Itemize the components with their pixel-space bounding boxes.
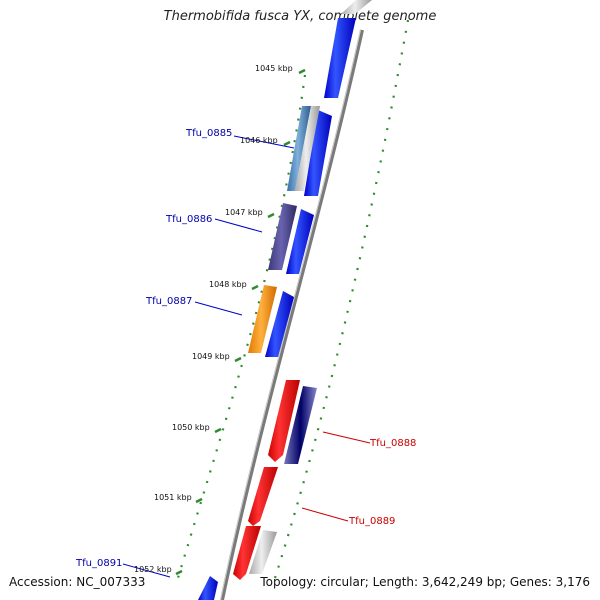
feature-orange-tfu0887 xyxy=(248,285,277,353)
genome-backbone xyxy=(220,29,364,600)
gene-label-tfu0888[interactable]: Tfu_0888 xyxy=(369,438,416,449)
gene-forward-tfu0886[interactable] xyxy=(286,209,314,274)
leader-tfu0885 xyxy=(233,135,295,149)
gene-label-tfu0887[interactable]: Tfu_0887 xyxy=(145,296,192,307)
tick-mark xyxy=(298,68,306,75)
gene-forward-tfu0887[interactable] xyxy=(265,291,294,357)
tick-mark xyxy=(195,497,203,504)
gene-reverse-tfu0888[interactable] xyxy=(268,380,300,462)
topology-text: Topology: circular; Length: 3,642,249 bp… xyxy=(260,575,590,589)
gene-label-tfu0891[interactable]: Tfu_0891 xyxy=(75,558,122,569)
tick-mark xyxy=(283,140,291,147)
leader-tfu0888 xyxy=(322,431,371,444)
gene-forward-tfu0891[interactable] xyxy=(198,576,218,600)
gene-label-tfu0885[interactable]: Tfu_0885 xyxy=(185,128,232,139)
feature-gray-1052 xyxy=(249,530,277,574)
tick-mark xyxy=(234,356,242,363)
coordinate-ticks xyxy=(175,68,306,576)
gene-label-tfu0889[interactable]: Tfu_0889 xyxy=(348,516,395,527)
leader-tfu0887 xyxy=(194,301,243,316)
tick-label: 1049 kbp xyxy=(192,352,230,361)
genome-backbone-highlight xyxy=(220,29,361,600)
tick-label: 1047 kbp xyxy=(225,208,263,217)
accession-text: Accession: NC_007333 xyxy=(9,575,146,589)
feature-navy-tfu0888 xyxy=(284,386,317,464)
tick-label: 1046 kbp xyxy=(240,136,278,145)
gene-reverse-1052[interactable] xyxy=(233,526,261,580)
feature-steel-tfu0885 xyxy=(287,106,311,191)
leader-tfu0886 xyxy=(214,218,263,233)
gene-reverse-tfu0889[interactable] xyxy=(248,467,278,526)
gene-label-tfu0886[interactable]: Tfu_0886 xyxy=(165,214,212,225)
tick-mark xyxy=(214,427,222,434)
leader-tfu0891 xyxy=(122,563,171,578)
leader-tfu0889 xyxy=(301,507,349,522)
tick-mark xyxy=(251,284,259,291)
tick-label: 1045 kbp xyxy=(255,64,293,73)
feature-slate-tfu0886 xyxy=(268,203,297,270)
tick-label: 1048 kbp xyxy=(209,280,247,289)
map-title: Thermobifida fusca YX, complete genome xyxy=(163,9,437,24)
gene-forward-tfu0885[interactable] xyxy=(304,110,332,196)
tick-mark xyxy=(175,569,183,576)
tick-label: 1050 kbp xyxy=(172,423,210,432)
feature-gray-1045 xyxy=(341,0,372,14)
feature-gray-tfu0885 xyxy=(295,106,320,191)
gene-forward-1045[interactable] xyxy=(324,18,356,98)
tick-label: 1051 kbp xyxy=(154,493,192,502)
tick-mark xyxy=(267,212,275,219)
tick-label: 1052 kbp xyxy=(134,565,172,574)
